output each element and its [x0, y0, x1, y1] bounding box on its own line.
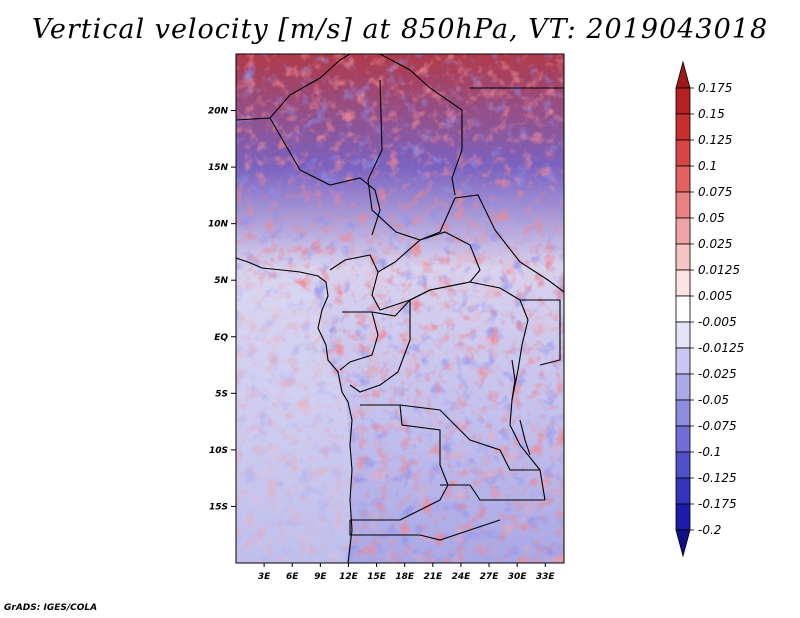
- colorbar-label: -0.175: [698, 497, 737, 511]
- border-drc-north: [409, 281, 529, 321]
- border-sudan: [454, 194, 564, 293]
- colorbar-swatch: [675, 347, 691, 375]
- colorbar-swatch: [675, 295, 691, 323]
- colorbar-swatch: [675, 243, 691, 271]
- border-namibia: [349, 519, 501, 541]
- border-zambia: [440, 484, 545, 501]
- colorbar-label: -0.0125: [698, 341, 744, 355]
- colorbar-label: 0.175: [698, 81, 732, 95]
- colorbar-swatch: [675, 477, 691, 505]
- colorbar-label: -0.025: [698, 367, 737, 381]
- chart-title: Vertical velocity [m/s] at 850hPa, VT: 2…: [31, 14, 769, 45]
- colorbar-label: 0.075: [698, 185, 732, 199]
- colorbar-swatch: [675, 529, 691, 558]
- colorbar-swatch: [675, 321, 691, 349]
- velocity-field: [236, 54, 564, 563]
- border-chad: [367, 79, 456, 241]
- colorbar-label: 0.1: [698, 159, 717, 173]
- colorbar-label: 0.0125: [698, 263, 740, 277]
- colorbar-label: -0.005: [698, 315, 737, 329]
- colorbar-swatch: [675, 373, 691, 401]
- border-gabon: [339, 311, 379, 371]
- colorbar-swatch: [675, 503, 691, 531]
- lon-tick-label: 24E: [452, 572, 472, 582]
- lat-tick-label: 10S: [209, 446, 228, 456]
- colorbar-label: 0.025: [698, 237, 732, 251]
- colorbar-swatch: [675, 425, 691, 453]
- lat-tick-label: 15S: [209, 502, 228, 512]
- lon-tick-label: 18E: [395, 572, 415, 582]
- border-drc-east: [509, 319, 546, 501]
- border-east-1: [520, 299, 561, 366]
- colorbar-label: -0.075: [698, 419, 737, 433]
- latitude-axis: 20N 15N 10N 5N EQ 5S 10S 15S: [208, 107, 236, 512]
- lon-tick-label: 33E: [536, 572, 556, 582]
- border-north-1: [236, 54, 351, 121]
- colorbar-swatch: [675, 217, 691, 245]
- colorbar-swatch: [675, 113, 691, 141]
- colorbar-label: -0.05: [698, 393, 729, 407]
- lat-tick-label: 10N: [208, 220, 229, 230]
- lon-tick-label: 6E: [286, 572, 299, 582]
- colorbar-swatch: [675, 191, 691, 219]
- colorbar-label: 0.15: [698, 107, 725, 121]
- colorbar-swatch: [675, 139, 691, 167]
- longitude-axis: 3E 6E 9E 12E 15E 18E 21E 24E 27E 30E 33E: [258, 563, 556, 582]
- map-frame: [235, 53, 565, 564]
- colorbar-label: 0.005: [698, 289, 732, 303]
- lon-tick-label: 27E: [480, 572, 500, 582]
- colorbar-label: 0.125: [698, 133, 732, 147]
- colorbar-label: 0.05: [698, 211, 725, 225]
- lon-tick-label: 15E: [367, 572, 387, 582]
- lat-tick-label: 15N: [208, 163, 229, 173]
- colorbar-label: -0.1: [698, 445, 721, 459]
- lon-tick-label: 21E: [423, 572, 443, 582]
- colorbar: 0.175 0.15 0.125 0.1 0.075 0.05 0.025 0.0125 0.0…: [675, 60, 744, 558]
- colorbar-swatch: [675, 451, 691, 479]
- lat-tick-label: EQ: [214, 333, 228, 343]
- lon-tick-label: 3E: [258, 572, 271, 582]
- lon-tick-label: 12E: [339, 572, 359, 582]
- border-lakes: [511, 359, 531, 456]
- colorbar-swatch: [675, 269, 691, 297]
- grads-credit: GrADS: IGES/COLA: [4, 603, 98, 613]
- colorbar-label: -0.125: [698, 471, 737, 485]
- colorbar-swatch: [675, 60, 691, 89]
- colorbar-swatch: [675, 87, 691, 115]
- lon-tick-label: 30E: [508, 572, 528, 582]
- colorbar-label: -0.2: [698, 523, 721, 537]
- country-borders: [236, 54, 564, 563]
- colorbar-swatch: [675, 399, 691, 427]
- border-niger: [269, 117, 381, 236]
- border-congo: [349, 298, 411, 393]
- colorbar-swatch: [675, 165, 691, 193]
- lat-tick-label: 5S: [215, 389, 228, 399]
- border-north-2: [379, 54, 463, 196]
- coastline-west-africa: [236, 257, 353, 563]
- lat-tick-label: 20N: [208, 107, 229, 117]
- lat-tick-label: 5N: [214, 276, 228, 286]
- lon-tick-label: 9E: [314, 572, 327, 582]
